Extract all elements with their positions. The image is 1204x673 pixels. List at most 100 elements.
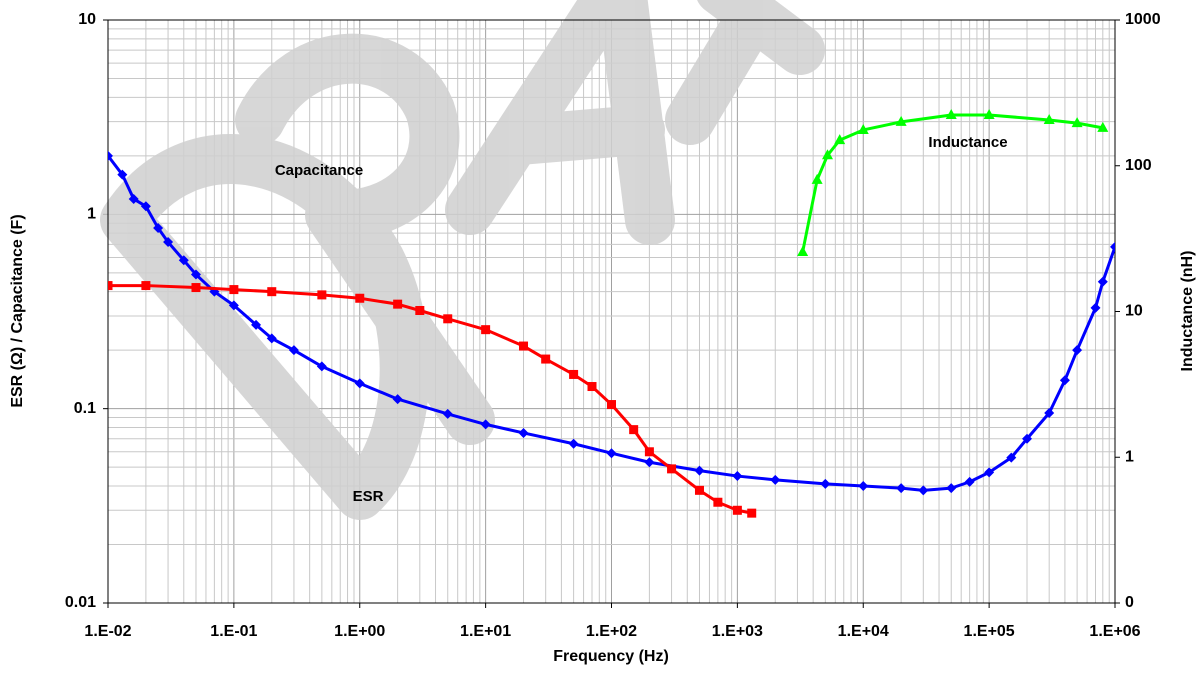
marker xyxy=(667,464,677,474)
marker xyxy=(1043,114,1055,125)
marker xyxy=(946,483,957,494)
x-tick-label: 1.E-01 xyxy=(210,623,257,640)
marker xyxy=(1072,345,1083,356)
marker xyxy=(140,201,151,212)
marker xyxy=(518,427,529,438)
marker xyxy=(834,134,846,145)
marker xyxy=(644,447,654,457)
marker xyxy=(644,457,655,468)
marker xyxy=(1022,433,1033,444)
y-tick-label: 10 xyxy=(78,11,96,28)
y2-tick-label: 0 xyxy=(1125,594,1134,611)
marker xyxy=(288,345,299,356)
marker xyxy=(918,485,929,496)
marker xyxy=(153,223,164,234)
marker xyxy=(1110,241,1115,252)
marker xyxy=(191,283,201,293)
marker xyxy=(415,305,425,315)
series-label: Capacitance xyxy=(275,162,363,179)
marker xyxy=(606,448,617,459)
marker xyxy=(984,467,995,478)
y-tick-label: 0.1 xyxy=(74,400,96,417)
x-tick-label: 1.E+02 xyxy=(586,623,637,640)
marker xyxy=(629,425,639,435)
series-label: ESR xyxy=(353,488,384,505)
marker xyxy=(1097,121,1109,132)
marker xyxy=(857,123,869,134)
x-tick-label: 1.E+05 xyxy=(964,623,1015,640)
marker xyxy=(797,245,809,256)
marker xyxy=(732,471,743,482)
x-tick-label: 1.E+03 xyxy=(712,623,763,640)
x-tick-label: 1.E+01 xyxy=(460,623,511,640)
marker xyxy=(267,287,277,297)
y-tick-label: 1 xyxy=(87,206,96,223)
marker xyxy=(1090,302,1101,313)
marker xyxy=(443,314,453,324)
marker xyxy=(747,508,757,518)
y-tick-label: 0.01 xyxy=(65,594,96,611)
y-axis-title: ESR (Ω) / Capacitance (F) xyxy=(9,214,26,407)
marker xyxy=(316,361,327,372)
series-label: Inductance xyxy=(928,134,1007,151)
marker xyxy=(1097,276,1108,287)
marker xyxy=(541,354,551,364)
marker xyxy=(770,474,781,485)
marker xyxy=(1071,117,1083,128)
y2-tick-label: 100 xyxy=(1125,157,1152,174)
x-axis-title: Frequency (Hz) xyxy=(553,648,669,665)
marker xyxy=(569,369,579,379)
marker xyxy=(480,419,491,430)
watermark-stroke xyxy=(445,0,675,245)
marker xyxy=(694,465,705,476)
marker xyxy=(108,150,113,161)
marker xyxy=(178,255,189,266)
y2-axis-title: Inductance (nH) xyxy=(1179,251,1196,372)
x-tick-label: 1.E+06 xyxy=(1089,623,1140,640)
marker xyxy=(1006,452,1017,463)
marker xyxy=(251,319,262,330)
y2-tick-label: 1 xyxy=(1125,448,1134,465)
marker xyxy=(117,169,128,180)
y2-tick-label: 10 xyxy=(1125,303,1143,320)
marker xyxy=(266,333,277,344)
series-line xyxy=(108,154,1115,492)
marker xyxy=(392,394,403,405)
marker xyxy=(822,149,834,160)
plot-area xyxy=(108,108,1115,518)
marker xyxy=(108,281,113,291)
marker xyxy=(694,485,704,495)
marker xyxy=(481,325,491,335)
marker xyxy=(945,108,957,119)
marker xyxy=(983,108,995,119)
x-tick-label: 1.E+04 xyxy=(838,623,889,640)
marker xyxy=(811,173,823,184)
x-tick-label: 1.E-02 xyxy=(84,623,131,640)
plot-frame xyxy=(107,19,1116,604)
watermark-stroke xyxy=(235,33,495,445)
marker xyxy=(317,290,327,300)
marker xyxy=(820,478,831,489)
marker xyxy=(190,269,201,280)
marker xyxy=(896,483,907,494)
marker xyxy=(354,378,365,389)
marker xyxy=(442,408,453,419)
marker xyxy=(163,237,174,248)
marker xyxy=(393,299,403,309)
marker xyxy=(355,293,365,303)
y2-tick-label: 1000 xyxy=(1125,11,1161,28)
marker xyxy=(895,115,907,126)
marker xyxy=(229,285,239,295)
marker xyxy=(519,341,529,351)
marker xyxy=(228,300,239,311)
marker xyxy=(1059,375,1070,386)
marker xyxy=(587,382,597,392)
marker xyxy=(964,476,975,487)
watermark xyxy=(100,0,825,520)
labels: 1.E-02 1.E-01 1.E+00 1.E+01 1.E+02 1.E+03 1.E+… xyxy=(65,11,1161,640)
marker xyxy=(568,438,579,449)
marker xyxy=(607,400,616,410)
x-tick-label: 1.E+00 xyxy=(334,623,385,640)
